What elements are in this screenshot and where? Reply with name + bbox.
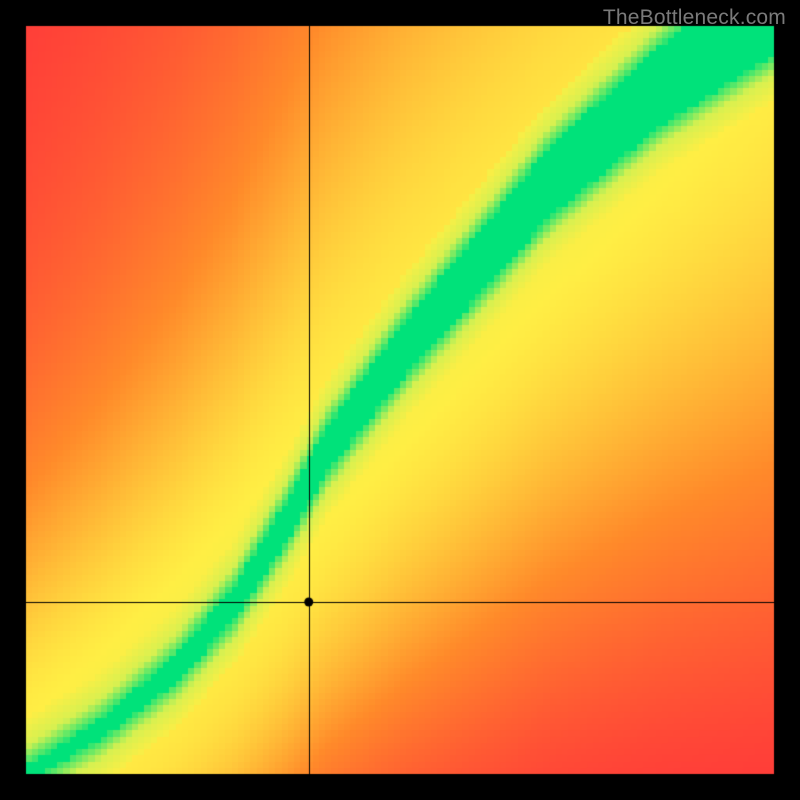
bottleneck-heatmap-canvas — [0, 0, 800, 800]
watermark-text: TheBottleneck.com — [603, 6, 786, 30]
chart-container: TheBottleneck.com — [0, 0, 800, 800]
